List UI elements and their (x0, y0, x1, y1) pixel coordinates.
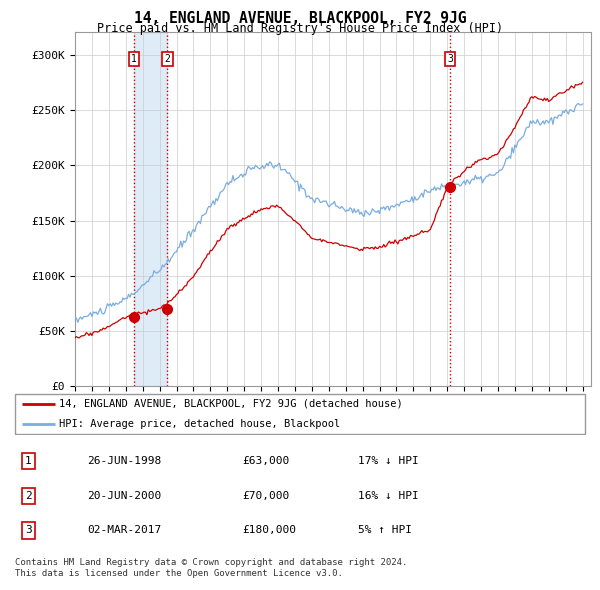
Text: 26-JUN-1998: 26-JUN-1998 (87, 457, 161, 466)
Bar (134, 32, 167, 386)
Text: £70,000: £70,000 (242, 491, 290, 501)
Text: 1: 1 (25, 457, 32, 466)
FancyBboxPatch shape (15, 394, 585, 434)
Text: 2: 2 (25, 491, 32, 501)
Text: Contains HM Land Registry data © Crown copyright and database right 2024.: Contains HM Land Registry data © Crown c… (15, 558, 407, 566)
Text: 3: 3 (25, 526, 32, 535)
Text: 14, ENGLAND AVENUE, BLACKPOOL, FY2 9JG: 14, ENGLAND AVENUE, BLACKPOOL, FY2 9JG (134, 11, 466, 25)
Text: 16% ↓ HPI: 16% ↓ HPI (358, 491, 418, 501)
Text: This data is licensed under the Open Government Licence v3.0.: This data is licensed under the Open Gov… (15, 569, 343, 578)
Text: 14, ENGLAND AVENUE, BLACKPOOL, FY2 9JG (detached house): 14, ENGLAND AVENUE, BLACKPOOL, FY2 9JG (… (59, 399, 403, 409)
Text: £180,000: £180,000 (242, 526, 296, 535)
Text: 1: 1 (131, 54, 137, 64)
Text: 2: 2 (164, 54, 170, 64)
Text: 20-JUN-2000: 20-JUN-2000 (87, 491, 161, 501)
Text: 5% ↑ HPI: 5% ↑ HPI (358, 526, 412, 535)
Text: 02-MAR-2017: 02-MAR-2017 (87, 526, 161, 535)
Text: 17% ↓ HPI: 17% ↓ HPI (358, 457, 418, 466)
Text: 3: 3 (447, 54, 453, 64)
Text: HPI: Average price, detached house, Blackpool: HPI: Average price, detached house, Blac… (59, 419, 340, 429)
Text: £63,000: £63,000 (242, 457, 290, 466)
Text: Price paid vs. HM Land Registry's House Price Index (HPI): Price paid vs. HM Land Registry's House … (97, 22, 503, 35)
